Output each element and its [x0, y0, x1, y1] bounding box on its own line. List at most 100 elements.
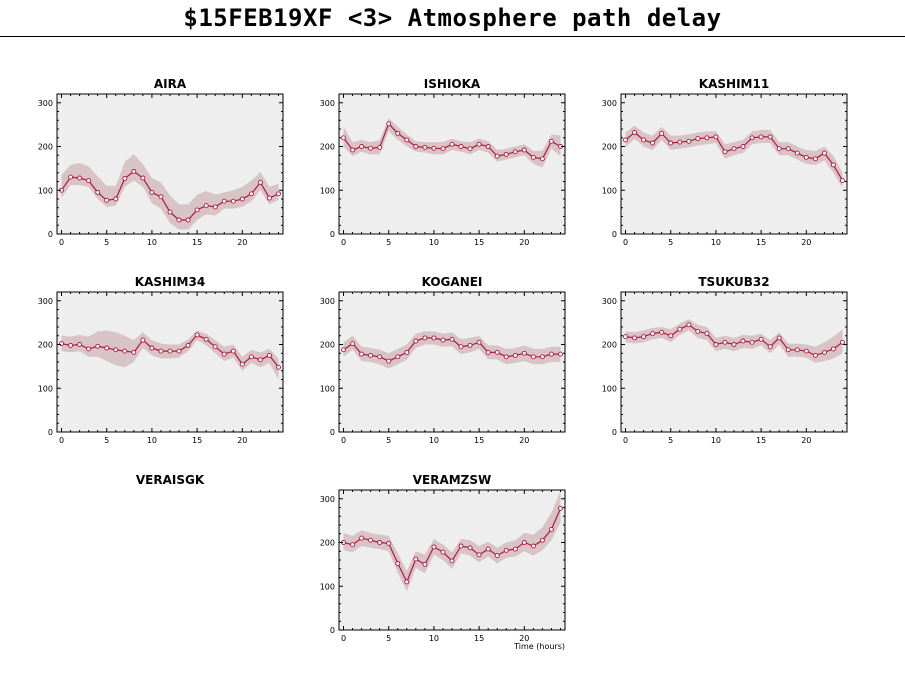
data-point: [641, 137, 647, 143]
y-tick-label: 0: [48, 230, 53, 239]
data-point: [704, 331, 710, 337]
data-point: [530, 154, 536, 160]
data-point: [467, 545, 473, 551]
data-point: [341, 135, 346, 141]
data-point: [767, 134, 773, 140]
data-point: [476, 552, 482, 558]
data-point: [749, 339, 755, 345]
data-point: [248, 191, 254, 197]
data-point: [386, 358, 392, 364]
data-point: [449, 141, 455, 147]
y-tick-label: 100: [320, 582, 335, 591]
y-tick-label: 100: [320, 186, 335, 195]
data-point: [266, 195, 272, 201]
data-point: [659, 329, 665, 335]
x-tick-label: 20: [519, 238, 529, 247]
data-point: [386, 121, 392, 127]
data-point: [359, 144, 365, 149]
y-tick-label: 100: [602, 186, 617, 195]
data-point: [257, 357, 263, 363]
title-divider: [0, 36, 905, 37]
data-point: [749, 135, 755, 141]
data-point: [377, 540, 383, 545]
data-point: [359, 535, 365, 541]
data-point: [167, 348, 173, 354]
x-tick-label: 10: [147, 436, 157, 445]
x-tick-label: 0: [59, 436, 64, 445]
data-point: [440, 549, 446, 555]
uncertainty-band: [61, 330, 279, 380]
data-point: [548, 138, 554, 144]
data-point: [521, 147, 527, 153]
data-point: [485, 349, 491, 355]
x-tick-label: 5: [104, 238, 109, 247]
x-tick-label: 5: [104, 436, 109, 445]
y-tick-label: 300: [602, 297, 617, 306]
data-point: [395, 561, 401, 566]
y-tick-label: 100: [38, 384, 53, 393]
data-point: [194, 207, 200, 213]
data-point: [803, 154, 809, 160]
data-point: [422, 335, 428, 341]
data-point: [722, 149, 728, 155]
data-point: [812, 156, 818, 162]
data-point: [131, 349, 137, 355]
x-tick-label: 20: [519, 634, 529, 643]
data-point: [794, 347, 800, 353]
data-point: [668, 140, 674, 146]
data-point: [404, 349, 410, 355]
data-point: [368, 352, 374, 358]
y-tick-label: 200: [320, 341, 335, 350]
data-point: [194, 332, 200, 338]
data-point: [449, 336, 455, 342]
data-point: [704, 135, 710, 141]
data-point: [413, 338, 419, 344]
data-point: [86, 178, 92, 184]
data-point: [530, 354, 536, 360]
y-tick-label: 0: [612, 230, 617, 239]
y-tick-label: 0: [330, 428, 335, 437]
data-point: [548, 351, 554, 357]
data-point: [276, 191, 281, 197]
station-title: TSUKUB32: [698, 275, 769, 289]
data-point: [230, 198, 236, 204]
data-point: [368, 537, 374, 543]
data-point: [740, 338, 746, 344]
data-point: [722, 339, 728, 345]
data-point: [413, 144, 419, 149]
data-point: [740, 144, 746, 149]
data-point: [776, 146, 782, 152]
x-tick-label: 10: [147, 238, 157, 247]
y-tick-label: 100: [602, 384, 617, 393]
data-point: [668, 333, 674, 339]
data-point: [650, 331, 656, 337]
data-point: [122, 348, 128, 354]
data-point: [830, 346, 836, 352]
data-point: [521, 350, 527, 356]
station-title: KASHIM34: [135, 275, 205, 289]
data-point: [377, 144, 383, 150]
data-point: [512, 352, 518, 358]
x-tick-label: 10: [711, 436, 721, 445]
data-point: [785, 146, 791, 152]
data-point: [167, 209, 173, 215]
data-point: [431, 544, 437, 550]
data-point: [731, 146, 737, 152]
data-point: [122, 175, 128, 181]
data-point: [539, 537, 545, 543]
y-tick-label: 0: [612, 428, 617, 437]
y-tick-label: 0: [330, 230, 335, 239]
data-point: [395, 354, 401, 360]
data-point: [149, 345, 155, 351]
data-point: [650, 140, 656, 146]
station-title: VERAISGK: [136, 473, 205, 487]
data-point: [422, 561, 428, 567]
data-point: [350, 147, 356, 153]
data-point: [512, 546, 518, 552]
data-point: [395, 130, 401, 136]
data-point: [659, 130, 665, 136]
data-point: [476, 141, 482, 147]
data-point: [341, 347, 346, 353]
